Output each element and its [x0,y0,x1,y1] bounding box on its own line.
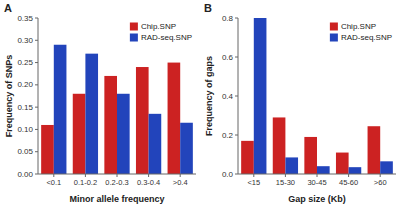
panel-label: B [204,2,212,14]
x-tick-label: <15 [247,178,260,187]
legend: Chip.SNP RAD-seq.SNP [330,22,392,42]
x-tick [180,174,181,177]
y-axis [38,18,39,174]
bar [168,63,181,174]
y-tick-label: 0.4 [222,92,234,101]
y-tick-label: 0.10 [17,125,33,134]
y-axis-label: Frequency of gaps [204,56,214,136]
bar [349,167,362,174]
x-tick [53,174,54,177]
legend-label: Chip.SNP [141,22,176,31]
x-tick [85,174,86,177]
bar [285,157,298,174]
y-tick-label: 0.20 [17,80,33,89]
legend-swatch [330,34,338,42]
bar [117,94,130,174]
bars [41,45,193,174]
x-tick [285,174,286,177]
bar [317,166,330,174]
bar [85,54,98,174]
y-tick-label: 0.00 [17,170,33,179]
bar [380,161,393,174]
bar [241,141,254,174]
chart-root: A 0.00 0.05 0.10 0.15 0.20 0.25 0.30 0.35 <0.1 0.1… [0,0,400,208]
bars [241,18,393,174]
legend-label: RAD-seq.SNP [341,33,392,42]
x-tick-label: <0.1 [46,178,61,187]
x-tick [253,174,254,177]
bar [73,94,86,174]
x-tick-label: 30-45 [307,178,326,187]
legend-swatch [330,23,338,31]
bar [136,67,149,174]
bar [273,117,286,174]
legend: Chip.SNP RAD-seq.SNP [130,22,192,42]
x-tick-label: 15-30 [276,178,295,187]
x-axis-label: Gap size (Kb) [288,194,346,204]
x-tick [148,174,149,177]
x-tick-label: 0.2-0.3 [105,178,128,187]
bar [104,76,117,174]
x-axis-label: Minor allele frequency [69,194,164,204]
x-tick [380,174,381,177]
panel: A 0.00 0.05 0.10 0.15 0.20 0.25 0.30 0.35 <0.1 0.1… [4,2,196,204]
y-tick-label: 0.35 [17,14,33,23]
bar [149,114,162,174]
bar [336,153,349,174]
legend-swatch [130,34,138,42]
bar [54,45,67,174]
panel: B 0.0 0.2 0.4 0.6 0.8 <15 15-30 30-45 45-60 >60 Gap… [204,2,396,204]
y-tick-label: 0.6 [222,53,234,62]
panel-label: A [4,2,12,14]
y-tick-label: 0.30 [17,36,33,45]
legend-label: RAD-seq.SNP [141,33,192,42]
y-tick-label: 0.0 [222,170,234,179]
y-tick-label: 0.8 [222,14,234,23]
y-tick-label: 0.15 [17,103,33,112]
x-tick [117,174,118,177]
x-tick-label: 0.3-0.4 [137,178,160,187]
y-tick-label: 0.05 [17,147,33,156]
y-tick-label: 0.2 [222,131,234,140]
legend-swatch [130,23,138,31]
bar [368,126,381,174]
bar [304,137,317,174]
y-axis [238,18,239,174]
x-tick [317,174,318,177]
y-axis-label: Frequency of SNPs [4,55,14,138]
legend-label: Chip.SNP [341,22,376,31]
x-tick-label: 45-60 [339,178,358,187]
bar [41,125,54,174]
x-tick-label: >0.4 [173,178,188,187]
x-tick [348,174,349,177]
x-tick-label: >60 [374,178,387,187]
x-tick-label: 0.1-0.2 [74,178,97,187]
y-tick-label: 0.25 [17,58,33,67]
bar [180,123,193,174]
bar [254,18,267,174]
